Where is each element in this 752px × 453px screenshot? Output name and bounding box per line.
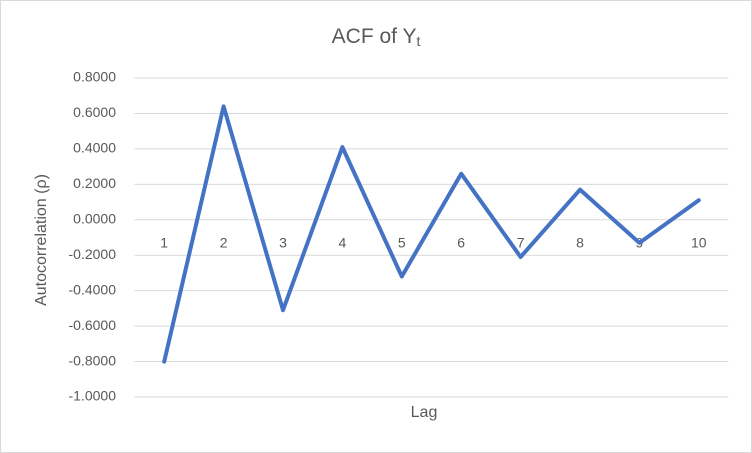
y-tick-label: 0.8000 [73,69,116,85]
chart-title: ACF of Yt [332,25,421,49]
y-tick-label: 0.0000 [73,210,116,226]
y-tick-label: -0.4000 [69,281,117,297]
y-axis-title: Autocorrelation (ρ) [33,174,50,306]
x-tick-label: 1 [160,234,168,250]
y-tick-label: -1.0000 [69,388,117,404]
y-tick-label: 0.4000 [73,140,116,156]
y-tick-label: 0.6000 [73,104,116,120]
y-tick-label: -0.6000 [69,317,117,333]
y-tick-label: 0.2000 [73,175,116,191]
x-tick-label: 3 [279,234,287,250]
x-tick-label: 10 [691,234,707,250]
data-line [162,104,701,364]
y-tick-label: -0.8000 [69,352,117,368]
title-subscript: t [416,33,420,49]
title-main: ACF of Y [332,25,417,48]
x-tick-label: 8 [576,234,584,250]
y-tick-label: -0.2000 [69,246,117,262]
x-tick-label: 2 [220,234,228,250]
x-tick-label: 4 [339,234,347,250]
x-tick-label: 6 [457,234,465,250]
x-axis-title: Lag [411,404,438,421]
x-tick-label: 7 [517,234,525,250]
x-tick-label: 5 [398,234,406,250]
